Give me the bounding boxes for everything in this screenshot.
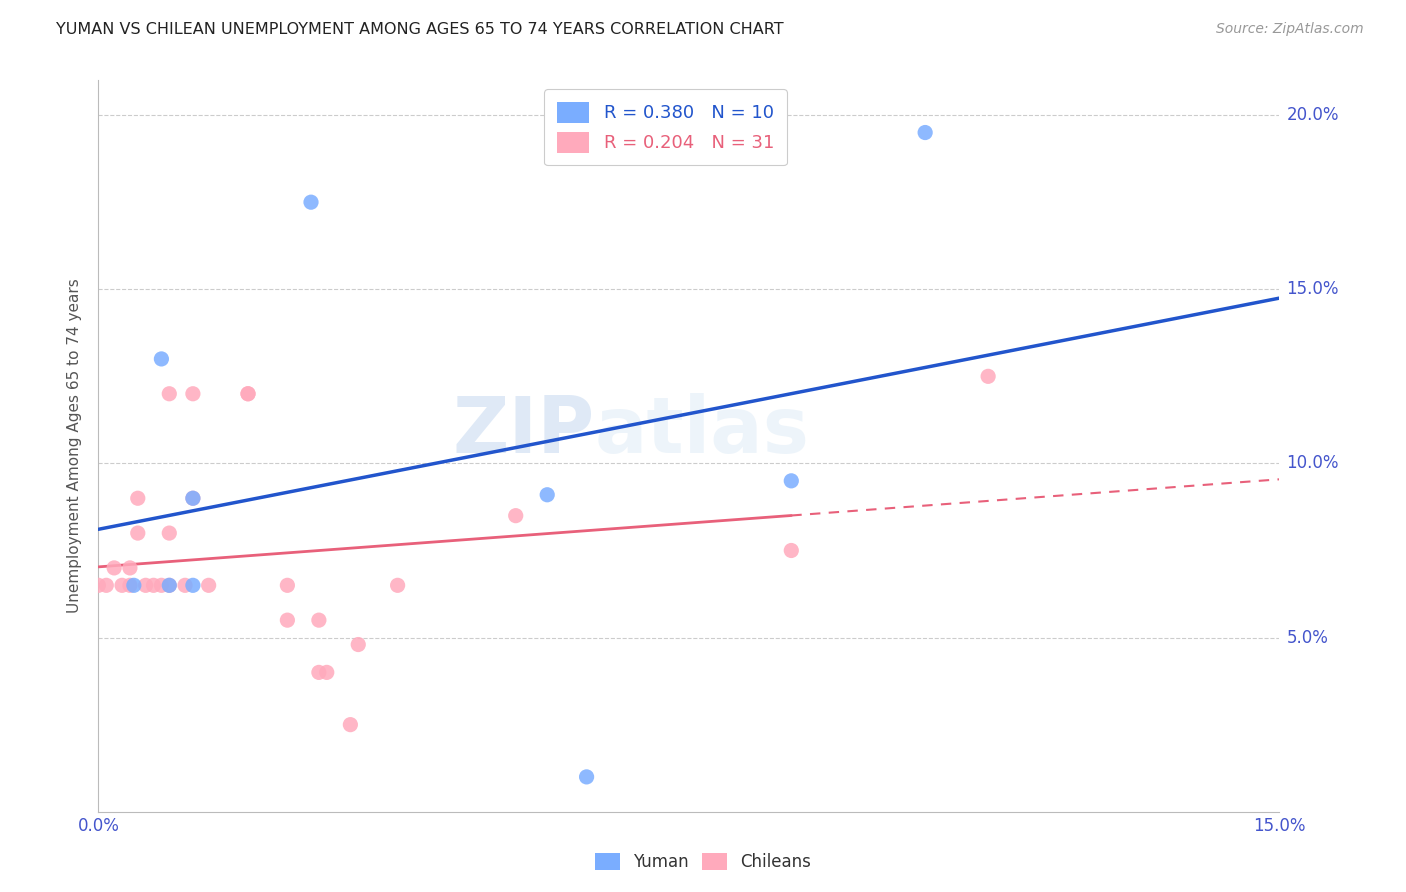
Text: YUMAN VS CHILEAN UNEMPLOYMENT AMONG AGES 65 TO 74 YEARS CORRELATION CHART: YUMAN VS CHILEAN UNEMPLOYMENT AMONG AGES… xyxy=(56,22,785,37)
Point xyxy=(103,561,125,575)
Point xyxy=(536,488,558,502)
Point xyxy=(347,638,370,652)
Point xyxy=(977,369,1000,384)
Point xyxy=(276,578,298,592)
Text: Source: ZipAtlas.com: Source: ZipAtlas.com xyxy=(1216,22,1364,37)
Point xyxy=(780,543,803,558)
Legend: Yuman, Chileans: Yuman, Chileans xyxy=(586,845,820,880)
Point xyxy=(150,351,173,366)
Point xyxy=(87,578,110,592)
Point xyxy=(157,526,180,541)
Point xyxy=(127,491,149,506)
Point xyxy=(299,195,322,210)
Point xyxy=(181,491,204,506)
Point xyxy=(197,578,219,592)
Point xyxy=(157,386,180,401)
Point xyxy=(387,578,409,592)
Point xyxy=(181,386,204,401)
Text: 5.0%: 5.0% xyxy=(1286,629,1329,647)
Text: 15.0%: 15.0% xyxy=(1286,280,1339,298)
Point xyxy=(157,578,180,592)
Point xyxy=(181,578,204,592)
Text: 10.0%: 10.0% xyxy=(1286,454,1339,473)
Text: 20.0%: 20.0% xyxy=(1286,106,1339,124)
Point xyxy=(236,386,259,401)
Point xyxy=(181,491,204,506)
Point xyxy=(914,126,936,140)
Point xyxy=(174,578,197,592)
Point xyxy=(780,474,803,488)
Point xyxy=(150,578,173,592)
Point xyxy=(157,578,180,592)
Y-axis label: Unemployment Among Ages 65 to 74 years: Unemployment Among Ages 65 to 74 years xyxy=(67,278,83,614)
Legend: R = 0.380   N = 10, R = 0.204   N = 31: R = 0.380 N = 10, R = 0.204 N = 31 xyxy=(544,89,786,165)
Point xyxy=(308,613,330,627)
Point xyxy=(127,526,149,541)
Point xyxy=(505,508,527,523)
Text: ZIP: ZIP xyxy=(453,393,595,469)
Text: atlas: atlas xyxy=(595,393,810,469)
Point xyxy=(315,665,337,680)
Point xyxy=(276,613,298,627)
Point xyxy=(575,770,598,784)
Point xyxy=(111,578,134,592)
Point xyxy=(308,665,330,680)
Point xyxy=(339,717,361,731)
Point xyxy=(118,561,141,575)
Point xyxy=(135,578,157,592)
Point xyxy=(122,578,145,592)
Point xyxy=(142,578,165,592)
Point xyxy=(236,386,259,401)
Point xyxy=(96,578,118,592)
Point xyxy=(118,578,141,592)
